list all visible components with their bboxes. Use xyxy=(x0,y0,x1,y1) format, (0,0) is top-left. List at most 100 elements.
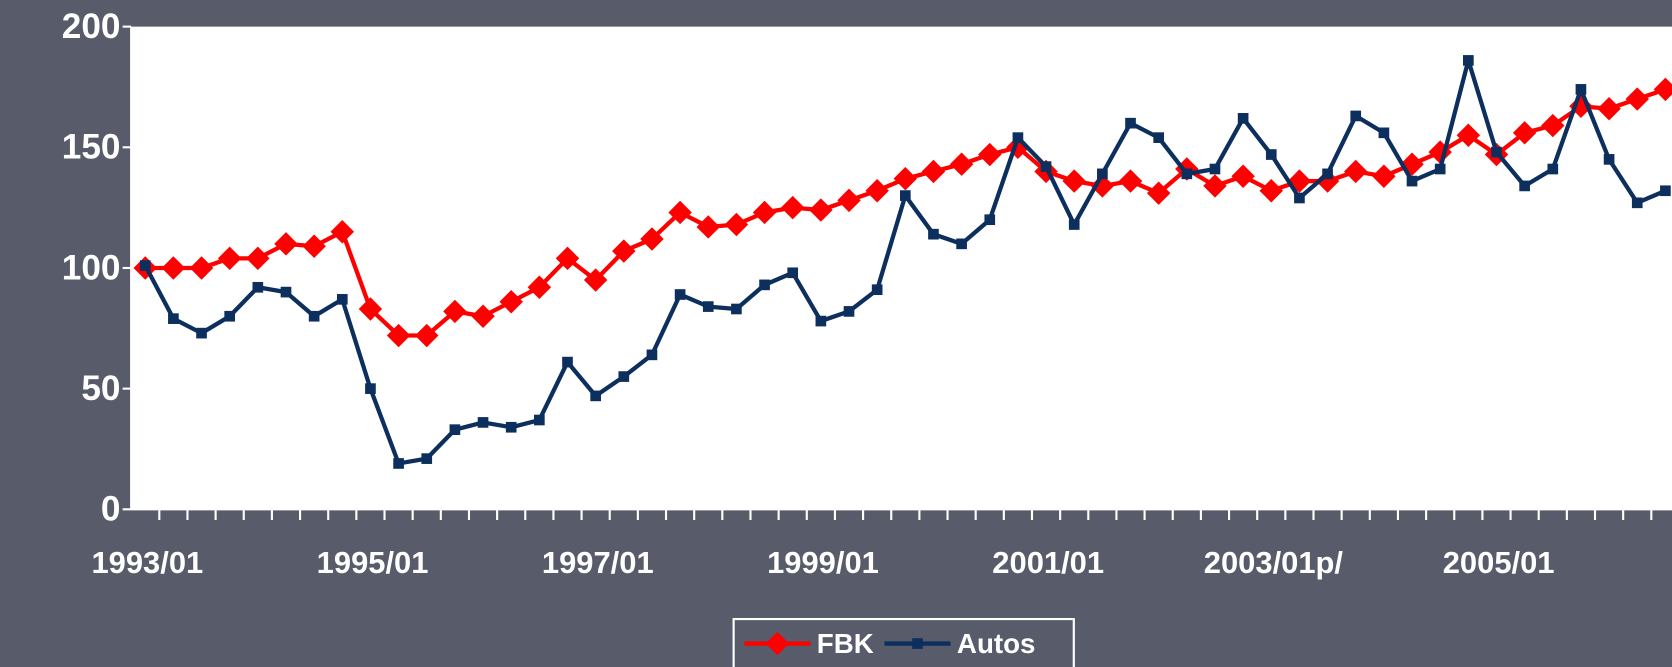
x-tick-label: 1997/01 xyxy=(542,545,654,580)
legend-label: FBK xyxy=(817,628,874,659)
marker xyxy=(224,310,236,322)
marker xyxy=(1463,55,1474,66)
legend: FBK Autos xyxy=(732,617,1075,667)
y-tick-label: 100 xyxy=(62,248,121,287)
marker xyxy=(1125,117,1136,129)
marker xyxy=(1294,192,1305,204)
marker xyxy=(358,297,383,321)
marker xyxy=(921,159,946,184)
marker xyxy=(1118,169,1143,193)
marker xyxy=(1237,113,1249,124)
marker xyxy=(752,200,777,225)
marker xyxy=(978,142,1002,167)
marker xyxy=(139,260,151,271)
marker xyxy=(646,349,658,361)
x-tick-label: 2001/01 xyxy=(992,545,1104,580)
marker xyxy=(843,306,855,317)
marker xyxy=(1653,77,1672,102)
marker xyxy=(1343,159,1368,184)
marker xyxy=(837,188,861,213)
marker xyxy=(393,458,404,469)
marker xyxy=(246,246,270,271)
marker xyxy=(780,195,805,220)
marker xyxy=(871,284,883,296)
x-tick-label: 1993/01 xyxy=(91,545,203,580)
marker xyxy=(1265,149,1277,160)
marker xyxy=(612,239,636,263)
x-tick-label: 1999/01 xyxy=(767,545,879,580)
marker xyxy=(583,268,608,292)
marker xyxy=(534,414,545,426)
marker xyxy=(308,310,320,322)
marker xyxy=(590,390,601,402)
marker xyxy=(759,279,770,291)
marker xyxy=(386,323,411,348)
plot-area xyxy=(131,26,1672,510)
marker xyxy=(196,327,207,339)
marker xyxy=(1547,163,1559,175)
marker xyxy=(330,220,355,244)
marker xyxy=(815,315,827,327)
marker xyxy=(1378,127,1390,139)
x-tick-label: 1995/01 xyxy=(317,545,429,580)
marker xyxy=(640,227,664,251)
marker xyxy=(1406,175,1418,187)
marker xyxy=(562,356,573,368)
y-tick-label: 50 xyxy=(81,369,120,408)
marker xyxy=(865,179,889,203)
marker xyxy=(724,212,749,237)
marker xyxy=(1660,185,1671,197)
marker xyxy=(899,190,911,201)
marker xyxy=(499,290,523,314)
x-tick-label: 2005/01 xyxy=(1443,545,1555,580)
marker xyxy=(1209,163,1221,175)
marker xyxy=(668,200,692,225)
marker xyxy=(702,301,714,312)
marker xyxy=(555,246,580,271)
marker xyxy=(618,371,630,382)
marker xyxy=(421,453,433,464)
marker xyxy=(527,275,552,299)
marker xyxy=(956,238,967,250)
marker xyxy=(1603,154,1615,165)
marker xyxy=(1259,179,1284,203)
marker xyxy=(1097,168,1108,180)
marker xyxy=(1625,87,1649,111)
marker xyxy=(765,631,790,656)
marker xyxy=(1575,84,1587,95)
y-tick-label: 200 xyxy=(62,7,121,46)
marker xyxy=(1012,132,1024,143)
marker xyxy=(1541,113,1565,138)
marker xyxy=(696,215,720,239)
marker xyxy=(336,294,348,305)
marker xyxy=(1631,197,1643,209)
marker xyxy=(1068,219,1080,230)
y-tick-label: 150 xyxy=(62,128,121,167)
marker xyxy=(477,417,489,428)
marker xyxy=(302,234,326,258)
marker xyxy=(1491,146,1502,158)
marker xyxy=(189,256,214,280)
x-tick-label: 2003/01p/ xyxy=(1204,545,1344,580)
marker xyxy=(280,286,292,298)
marker xyxy=(1153,132,1165,143)
marker xyxy=(1519,180,1530,192)
y-tick-label: 0 xyxy=(101,490,121,529)
marker xyxy=(949,152,974,176)
marker xyxy=(1040,161,1052,172)
marker xyxy=(1203,174,1227,198)
marker xyxy=(1322,168,1333,180)
marker xyxy=(928,228,939,240)
marker xyxy=(449,424,461,435)
marker xyxy=(1181,168,1193,180)
marker xyxy=(1146,181,1171,205)
marker xyxy=(1434,163,1446,175)
marker xyxy=(471,304,495,328)
marker xyxy=(168,313,179,324)
legend-box xyxy=(732,617,1075,667)
marker xyxy=(217,246,242,271)
marker xyxy=(365,383,376,394)
marker xyxy=(505,421,517,433)
legend-label: Autos xyxy=(957,628,1036,659)
